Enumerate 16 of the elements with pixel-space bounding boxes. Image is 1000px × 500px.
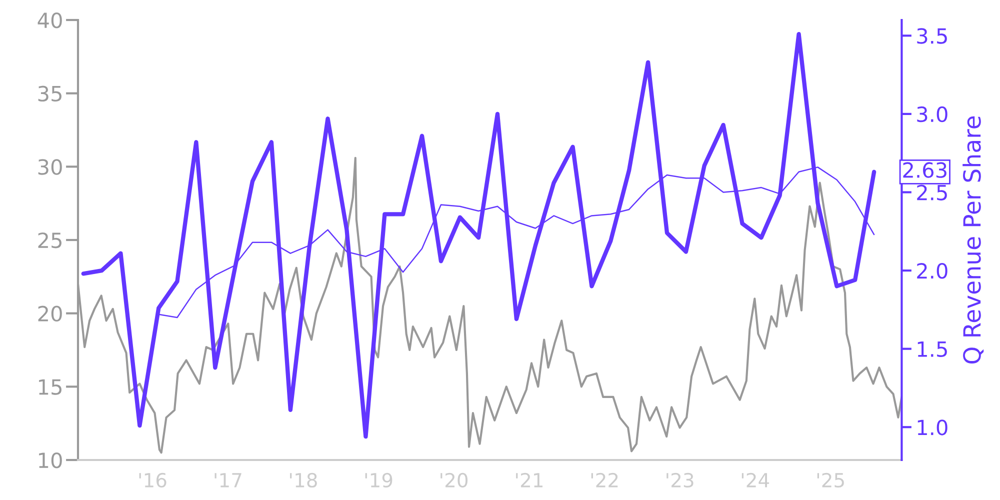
y-tick-label: 25 <box>38 232 62 248</box>
y-tick-label: 15 <box>39 379 62 395</box>
y-tick-label: 20 <box>38 306 62 322</box>
y2-tick-label: 2.5 <box>917 184 947 200</box>
text: 2.63 <box>903 162 946 178</box>
y2-tick-label: 1.5 <box>918 342 947 358</box>
y2-tick-label: 1.0 <box>918 420 948 436</box>
y2-tick-label: 2.0 <box>917 262 948 279</box>
y-tick-label: 10 <box>39 452 62 468</box>
y2-tick-label: 3.5 <box>917 28 947 44</box>
y-tick-label: 40 <box>38 12 62 28</box>
y2-tick-label: 3.0 <box>917 106 948 122</box>
y2-axis-title: Q Revenue Per Share <box>962 116 984 364</box>
y-tick-label: 35 <box>38 86 62 102</box>
line-series <box>81 32 876 439</box>
y-tick-label: 30 <box>38 159 62 175</box>
